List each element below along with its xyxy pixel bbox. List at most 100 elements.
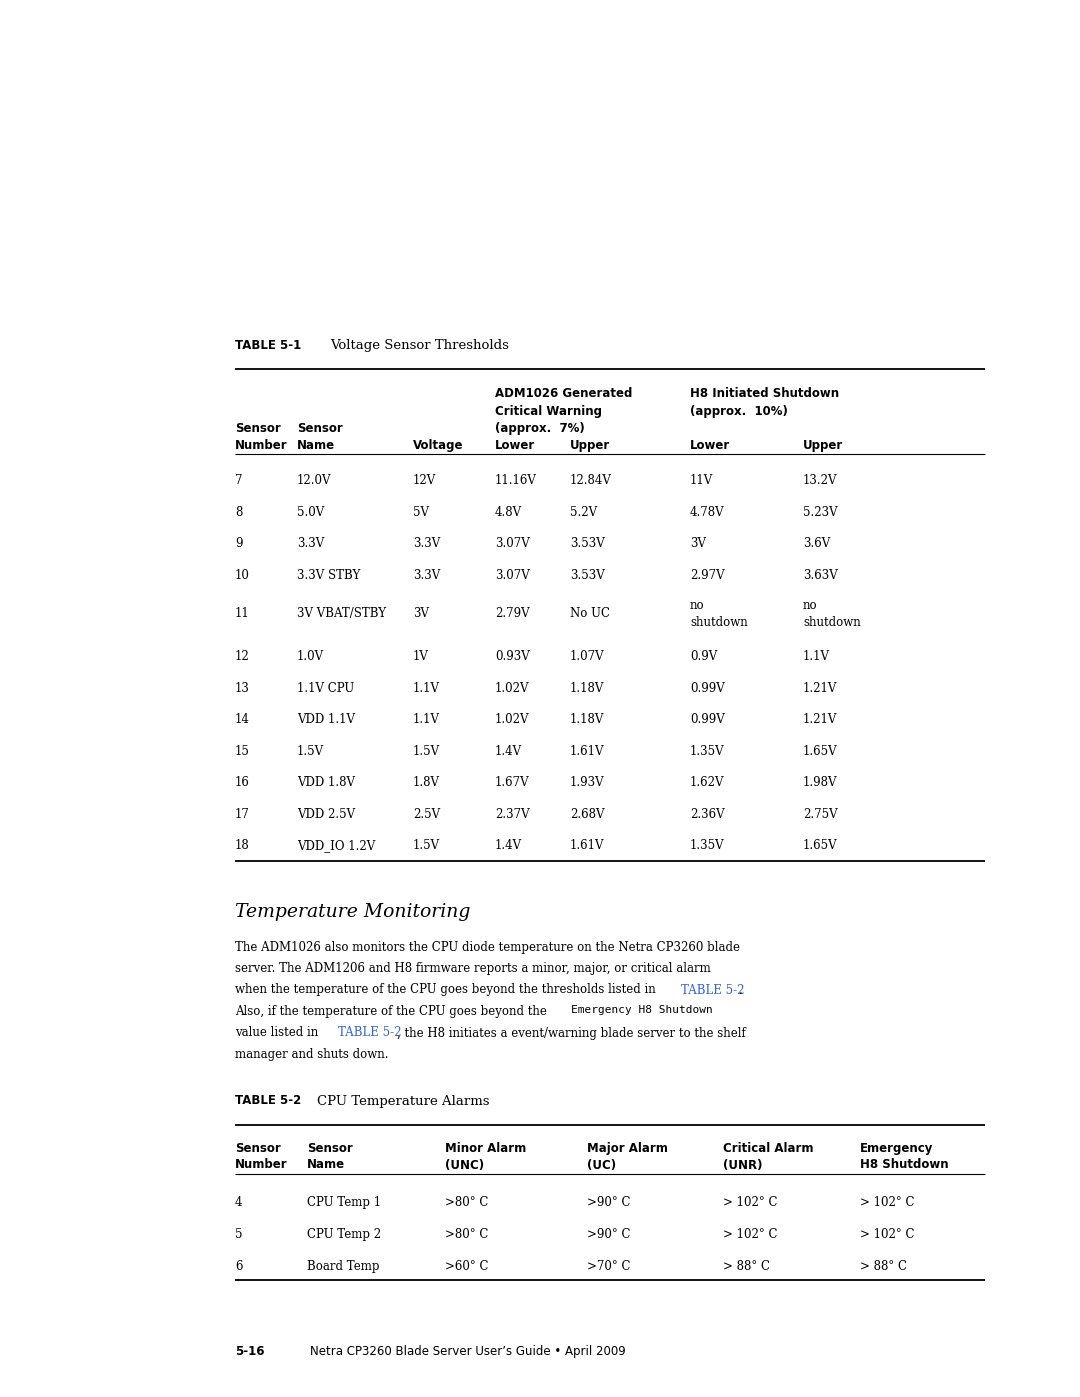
Text: 5.0V: 5.0V — [297, 506, 324, 518]
Text: 1.1V: 1.1V — [804, 651, 831, 664]
Text: No UC: No UC — [570, 608, 610, 620]
Text: Number: Number — [235, 439, 287, 451]
Text: 1.4V: 1.4V — [495, 840, 522, 852]
Text: 0.99V: 0.99V — [690, 714, 725, 726]
Text: .: . — [739, 983, 743, 996]
Text: Major Alarm: Major Alarm — [588, 1141, 667, 1155]
Text: 3.3V: 3.3V — [413, 538, 441, 550]
Text: VDD 1.8V: VDD 1.8V — [297, 777, 355, 789]
Text: 3V: 3V — [690, 538, 706, 550]
Text: 6: 6 — [235, 1260, 243, 1274]
Text: 3.07V: 3.07V — [495, 538, 530, 550]
Text: Critical Alarm: Critical Alarm — [723, 1141, 813, 1155]
Text: Number: Number — [235, 1158, 287, 1172]
Text: Emergency: Emergency — [860, 1141, 933, 1155]
Text: Sensor: Sensor — [297, 422, 342, 434]
Text: 1.0V: 1.0V — [297, 651, 324, 664]
Text: >70° C: >70° C — [588, 1260, 631, 1274]
Text: VDD_IO 1.2V: VDD_IO 1.2V — [297, 840, 375, 852]
Text: CPU Temp 1: CPU Temp 1 — [307, 1196, 381, 1210]
Text: Name: Name — [297, 439, 335, 451]
Text: 8: 8 — [235, 506, 242, 518]
Text: The ADM1026 also monitors the CPU diode temperature on the Netra CP3260 blade: The ADM1026 also monitors the CPU diode … — [235, 940, 740, 954]
Text: Lower: Lower — [495, 439, 536, 451]
Text: >60° C: >60° C — [445, 1260, 488, 1274]
Text: Name: Name — [307, 1158, 346, 1172]
Text: when the temperature of the CPU goes beyond the thresholds listed in: when the temperature of the CPU goes bey… — [235, 983, 660, 996]
Text: 1.1V: 1.1V — [413, 714, 440, 726]
Text: 1.1V CPU: 1.1V CPU — [297, 682, 354, 694]
Text: 3.53V: 3.53V — [570, 569, 605, 583]
Text: H8 Initiated Shutdown: H8 Initiated Shutdown — [690, 387, 839, 400]
Text: VDD 1.1V: VDD 1.1V — [297, 714, 355, 726]
Text: 1.62V: 1.62V — [690, 777, 725, 789]
Text: 16: 16 — [235, 777, 249, 789]
Text: 11V: 11V — [690, 475, 713, 488]
Text: TABLE 5-2: TABLE 5-2 — [338, 1027, 402, 1039]
Text: 2.36V: 2.36V — [690, 807, 725, 821]
Text: 9: 9 — [235, 538, 243, 550]
Text: 12.84V: 12.84V — [570, 475, 612, 488]
Text: 2.68V: 2.68V — [570, 807, 605, 821]
Text: 14: 14 — [235, 714, 249, 726]
Text: 1.35V: 1.35V — [690, 840, 725, 852]
Text: 1.07V: 1.07V — [570, 651, 605, 664]
Text: 3.07V: 3.07V — [495, 569, 530, 583]
Text: value listed in: value listed in — [235, 1027, 322, 1039]
Text: Voltage Sensor Thresholds: Voltage Sensor Thresholds — [330, 339, 509, 352]
Text: Temperature Monitoring: Temperature Monitoring — [235, 902, 471, 921]
Text: 13: 13 — [235, 682, 249, 694]
Text: CPU Temp 2: CPU Temp 2 — [307, 1228, 381, 1242]
Text: 1V: 1V — [413, 651, 429, 664]
Text: Also, if the temperature of the CPU goes beyond the: Also, if the temperature of the CPU goes… — [235, 1004, 551, 1018]
Text: Board Temp: Board Temp — [307, 1260, 379, 1274]
Text: 3.3V: 3.3V — [413, 569, 441, 583]
Text: (UC): (UC) — [588, 1158, 616, 1172]
Text: manager and shuts down.: manager and shuts down. — [235, 1048, 389, 1060]
Text: 1.98V: 1.98V — [804, 777, 837, 789]
Text: no: no — [804, 599, 818, 612]
Text: 1.67V: 1.67V — [495, 777, 529, 789]
Text: TABLE 5-2: TABLE 5-2 — [680, 983, 744, 996]
Text: >80° C: >80° C — [445, 1196, 488, 1210]
Text: 1.35V: 1.35V — [690, 745, 725, 759]
Text: 1.93V: 1.93V — [570, 777, 605, 789]
Text: 5: 5 — [235, 1228, 243, 1242]
Text: >80° C: >80° C — [445, 1228, 488, 1242]
Text: 2.5V: 2.5V — [413, 807, 441, 821]
Text: 1.8V: 1.8V — [413, 777, 440, 789]
Text: 1.5V: 1.5V — [413, 745, 441, 759]
Text: Emergency H8 Shutdown: Emergency H8 Shutdown — [571, 1004, 713, 1016]
Text: 11.16V: 11.16V — [495, 475, 537, 488]
Text: 3.6V: 3.6V — [804, 538, 831, 550]
Text: Netra CP3260 Blade Server User’s Guide • April 2009: Netra CP3260 Blade Server User’s Guide •… — [310, 1345, 625, 1358]
Text: server. The ADM1206 and H8 firmware reports a minor, major, or critical alarm: server. The ADM1206 and H8 firmware repo… — [235, 963, 711, 975]
Text: > 88° C: > 88° C — [723, 1260, 770, 1274]
Text: Lower: Lower — [690, 439, 730, 451]
Text: 0.9V: 0.9V — [690, 651, 717, 664]
Text: 2.97V: 2.97V — [690, 569, 725, 583]
Text: Minor Alarm: Minor Alarm — [445, 1141, 526, 1155]
Text: 12V: 12V — [413, 475, 436, 488]
Text: >90° C: >90° C — [588, 1196, 631, 1210]
Text: 3V: 3V — [413, 608, 429, 620]
Text: 1.18V: 1.18V — [570, 714, 605, 726]
Text: 4.8V: 4.8V — [495, 506, 522, 518]
Text: CPU Temperature Alarms: CPU Temperature Alarms — [318, 1094, 489, 1108]
Text: Critical Warning: Critical Warning — [495, 405, 602, 418]
Text: 3.3V STBY: 3.3V STBY — [297, 569, 361, 583]
Text: > 102° C: > 102° C — [723, 1196, 778, 1210]
Text: Voltage: Voltage — [413, 439, 463, 451]
Text: TABLE 5-2: TABLE 5-2 — [235, 1094, 301, 1108]
Text: shutdown: shutdown — [690, 616, 747, 630]
Text: 13.2V: 13.2V — [804, 475, 837, 488]
Text: 1.1V: 1.1V — [413, 682, 440, 694]
Text: 1.02V: 1.02V — [495, 682, 529, 694]
Text: 5-16: 5-16 — [235, 1345, 265, 1358]
Text: 5.2V: 5.2V — [570, 506, 597, 518]
Text: (UNC): (UNC) — [445, 1158, 484, 1172]
Text: 1.61V: 1.61V — [570, 840, 605, 852]
Text: (approx.  10%): (approx. 10%) — [690, 405, 788, 418]
Text: 2.37V: 2.37V — [495, 807, 529, 821]
Text: Upper: Upper — [804, 439, 843, 451]
